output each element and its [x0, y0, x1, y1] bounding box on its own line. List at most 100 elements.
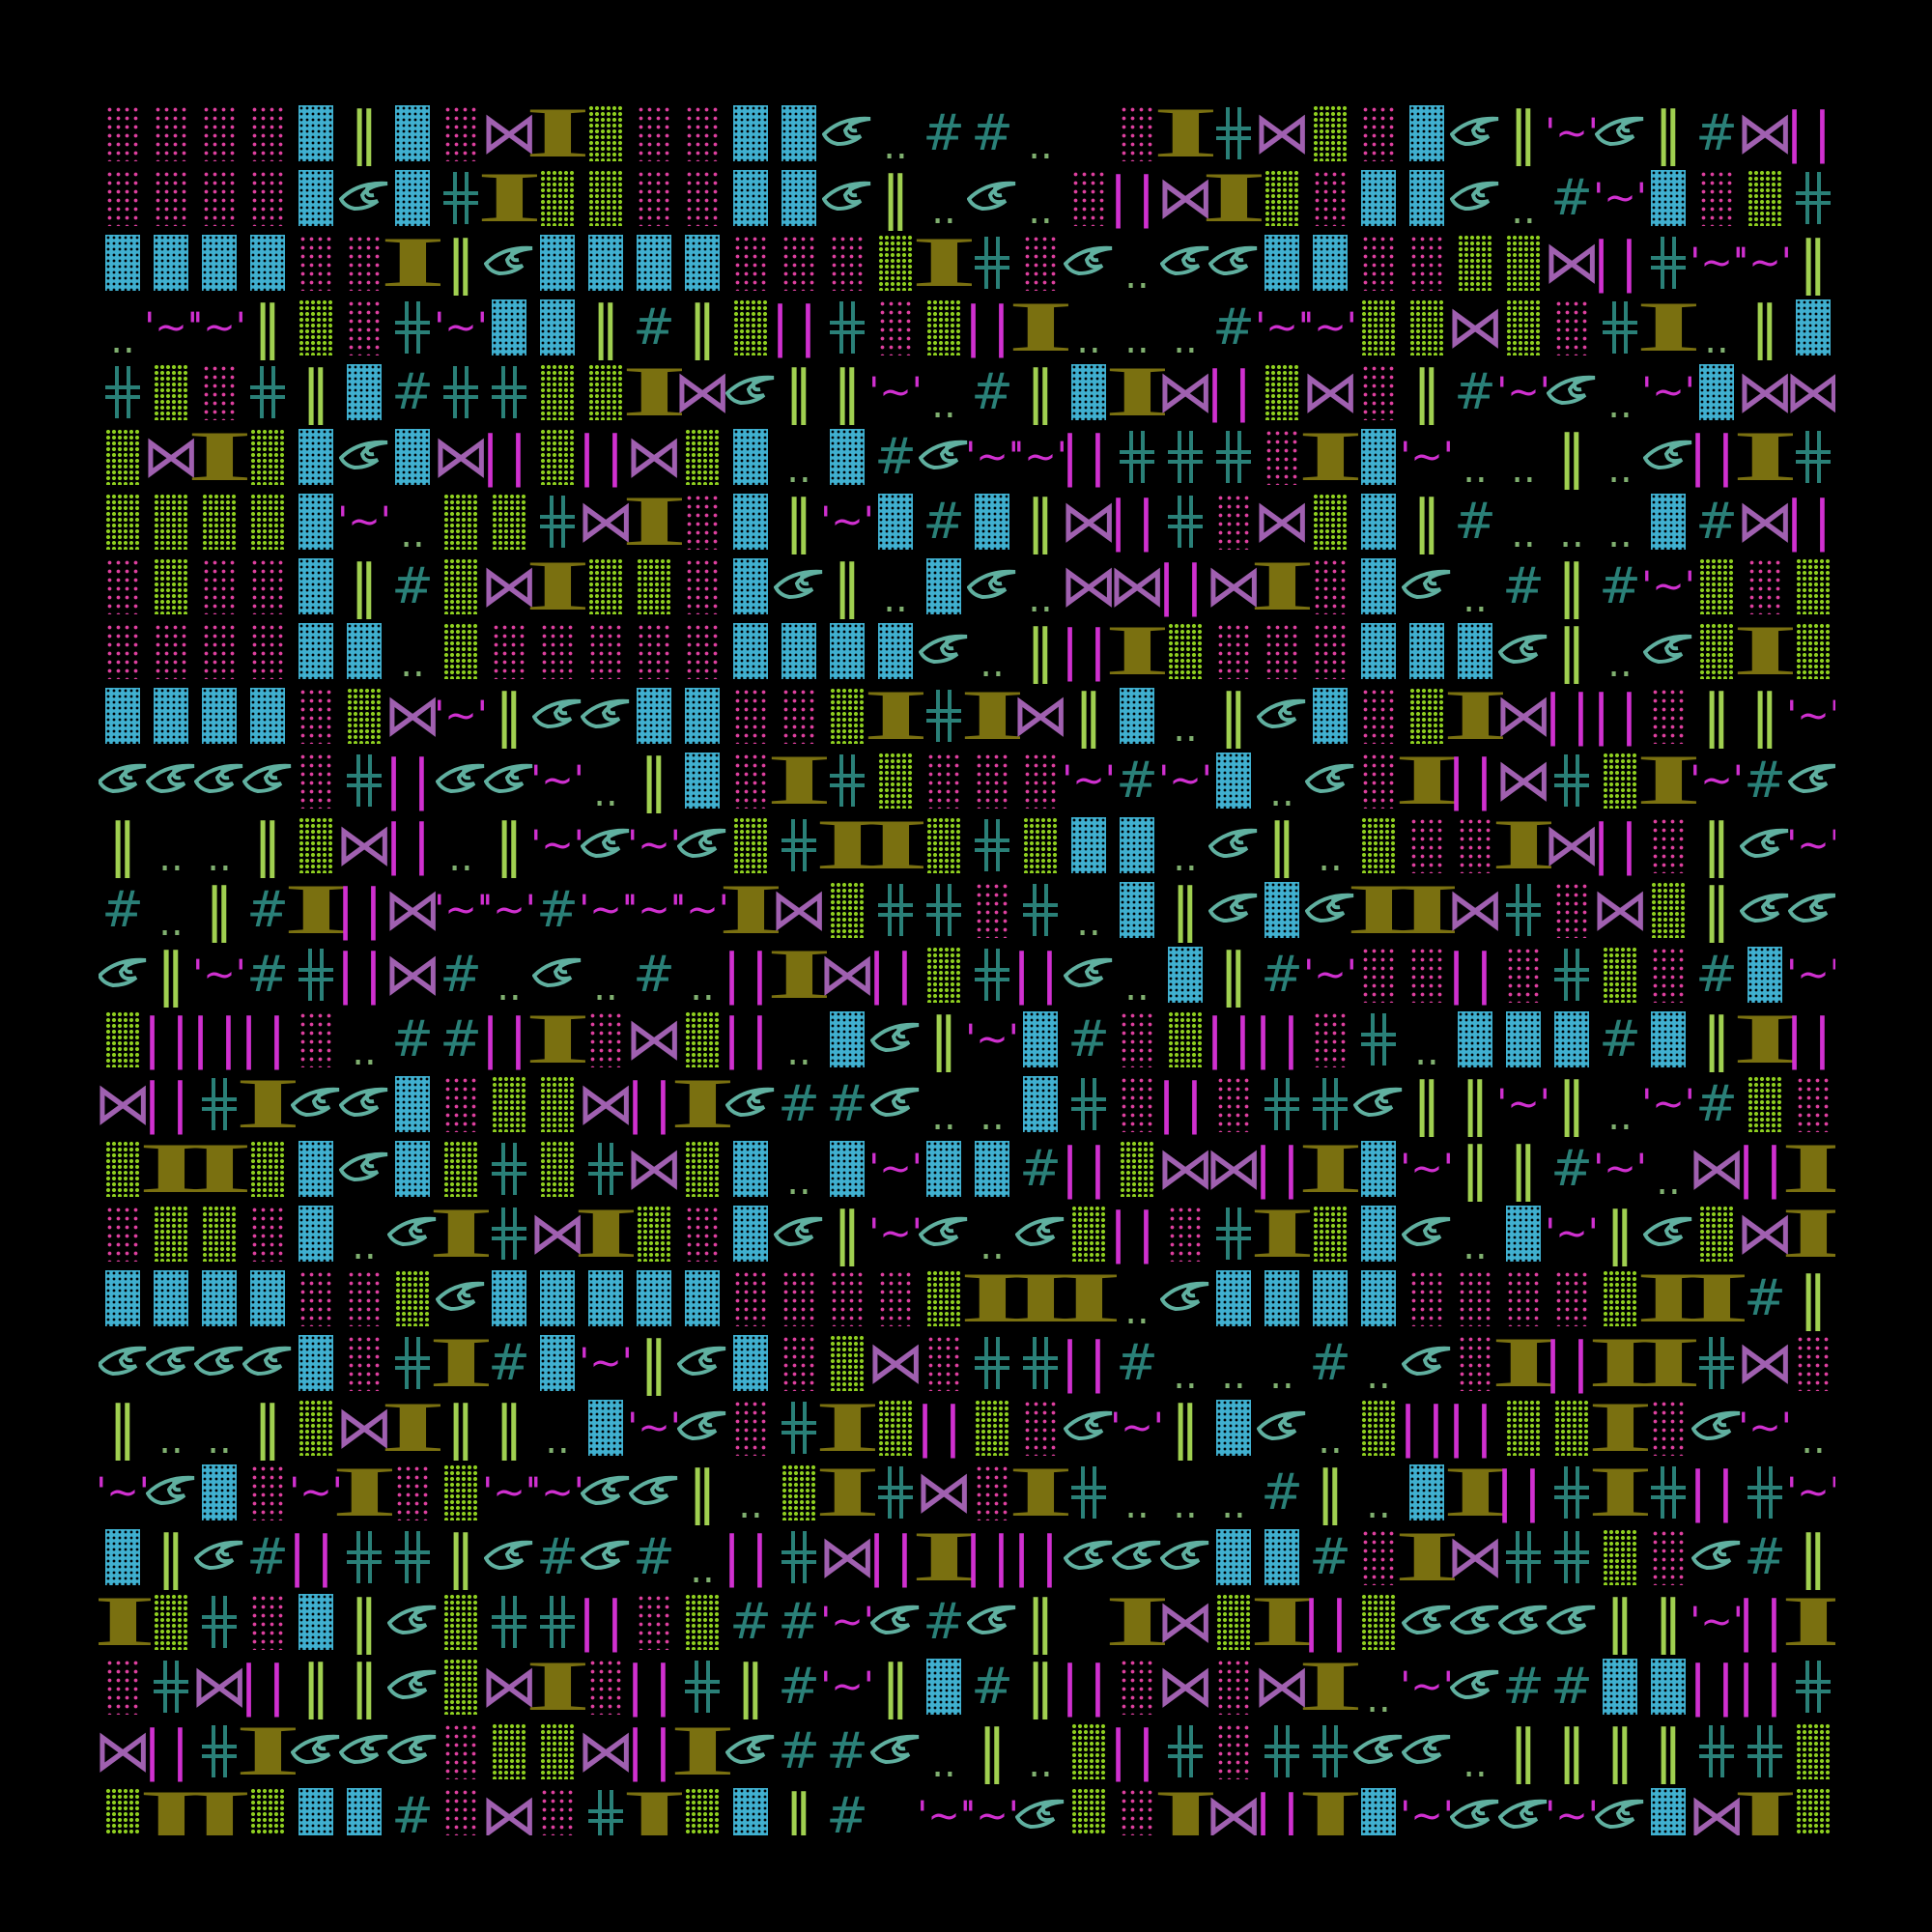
double-cross-icon [1699, 1335, 1734, 1391]
bowtie-icon: ⋈ [1688, 1781, 1746, 1836]
green-dot-block-icon [685, 428, 720, 485]
bowtie-icon: ⋈ [1494, 746, 1552, 814]
double-bar-icon: ‖ [1605, 1717, 1634, 1785]
green-dot-block-cell [1499, 1395, 1548, 1460]
tilde-quote-icon: '~' [1641, 1081, 1695, 1126]
pink-dot-block-icon [975, 881, 1009, 938]
green-dot-block-cell [678, 1589, 726, 1654]
double-dot-cell: .. [1451, 1719, 1499, 1783]
bowtie-icon: ⋈ [577, 1717, 635, 1785]
green-dot-block-cell [340, 683, 388, 748]
olive-i-beam-icon: I [475, 157, 543, 238]
pink-dot-block-icon [733, 1399, 768, 1456]
double-dot-icon: .. [158, 836, 184, 880]
blue-grid-block-icon [1409, 104, 1444, 161]
green-dot-block-cell [1258, 165, 1306, 230]
pink-dot-block-icon [1216, 1722, 1251, 1779]
double-bar-icon: ‖ [1557, 1717, 1586, 1785]
magenta-bars-cell: || [578, 424, 630, 489]
hash-cell: # [1451, 359, 1499, 424]
pink-dot-block-cell [1161, 1201, 1209, 1265]
eye-cell [145, 748, 196, 812]
double-dot-cell: .. [1451, 424, 1499, 489]
olive-i-beam-icon: I [1007, 1258, 1074, 1338]
tilde-quote-icon: '~' [1545, 1210, 1599, 1256]
double-bar-icon: ‖ [1219, 940, 1248, 1009]
eye-cell [386, 1589, 437, 1654]
tilde-quote-cell: '~' [1593, 1136, 1647, 1201]
double-bar-icon: ‖ [1026, 616, 1055, 685]
double-bar-icon: ‖ [833, 552, 862, 620]
double-bar-icon: ‖ [108, 810, 137, 879]
green-dot-block-icon [1699, 622, 1734, 679]
eye-cell [1594, 100, 1644, 165]
pink-dot-block-icon [1120, 1075, 1154, 1132]
double-bar-icon: ‖ [784, 1781, 813, 1836]
double-dot-icon: .. [1607, 383, 1633, 427]
double-dot-icon: .. [1318, 1418, 1343, 1463]
magenta-bars-icon: || [771, 295, 827, 358]
eye-icon [145, 758, 196, 802]
pink-dot-block-icon [1651, 1399, 1686, 1456]
blue-grid-block-icon [733, 1140, 768, 1197]
blue-grid-block-cell [243, 683, 292, 748]
blue-grid-block-cell [533, 1330, 582, 1395]
double-bar-icon: ‖ [1412, 487, 1441, 555]
double-cross-icon [975, 235, 1009, 291]
hash-icon: # [971, 103, 1013, 162]
double-dot-cell: .. [1113, 1460, 1161, 1524]
bowtie-cell: ⋈ [625, 1007, 683, 1071]
eye-icon [1063, 1406, 1114, 1449]
tilde-quote-cell: '~' [965, 1783, 1019, 1835]
double-cross-cell [1596, 295, 1644, 359]
pink-dot-block-cell [1306, 1007, 1354, 1071]
olive-i-beam-cell: I [1441, 1457, 1508, 1528]
green-dot-block-icon [1409, 687, 1444, 744]
eye-cell [580, 1460, 630, 1524]
green-dot-block-icon [1264, 363, 1299, 420]
bowtie-cell: ⋈ [480, 100, 538, 165]
magenta-bars-icon: || [1689, 424, 1745, 488]
blue-grid-block-cell [1354, 1265, 1403, 1330]
olive-i-beam-icon: I [1393, 1517, 1461, 1597]
double-bar-icon: ‖ [784, 357, 813, 426]
green-dot-block-cell [1161, 618, 1209, 683]
eye-cell [1063, 1524, 1113, 1589]
pink-dot-block-icon [105, 1205, 140, 1262]
double-dot-icon: .. [1124, 965, 1150, 1009]
tilde-quote-cell: '~' [434, 683, 488, 748]
bowtie-cell: ⋈ [1156, 1589, 1214, 1654]
hash-icon: # [971, 362, 1013, 421]
olive-i-beam-icon: I [862, 805, 929, 885]
blue-grid-block-icon [588, 1399, 623, 1456]
double-bar-cell: ‖ [1596, 1719, 1644, 1783]
double-dot-cell: .. [678, 942, 726, 1007]
eye-cell [1352, 1719, 1403, 1783]
green-dot-block-cell [582, 100, 630, 165]
double-cross-icon [492, 1594, 526, 1650]
double-dot-cell: .. [1306, 1395, 1354, 1460]
hash-icon: # [1261, 1463, 1303, 1521]
double-dot-cell: .. [871, 100, 920, 165]
olive-i-beam-cell: I [958, 680, 1025, 752]
blue-grid-block-cell [292, 1201, 340, 1265]
double-dot-cell: .. [1113, 295, 1161, 359]
blue-grid-block-icon [733, 1787, 768, 1835]
magenta-bars-icon: || [1785, 489, 1835, 553]
double-cross-cell [1209, 1201, 1258, 1265]
double-cross-icon [1554, 1464, 1589, 1520]
hash-cell: # [1258, 1460, 1306, 1524]
blue-grid-block-icon [250, 234, 285, 291]
blue-grid-block-icon [202, 687, 237, 744]
green-dot-block-icon [1506, 1399, 1541, 1456]
magenta-bars-icon: || [1061, 1330, 1117, 1394]
blue-grid-block-icon [492, 298, 526, 355]
pink-dot-block-icon [105, 622, 140, 679]
olive-i-beam-icon: I [234, 1064, 301, 1144]
double-cross-icon [1506, 882, 1541, 938]
hash-icon: # [1116, 751, 1158, 810]
eye-cell [1159, 1265, 1209, 1330]
eye-icon [580, 823, 631, 867]
double-dot-icon: .. [400, 641, 425, 686]
bowtie-cell: ⋈ [1688, 1136, 1746, 1201]
